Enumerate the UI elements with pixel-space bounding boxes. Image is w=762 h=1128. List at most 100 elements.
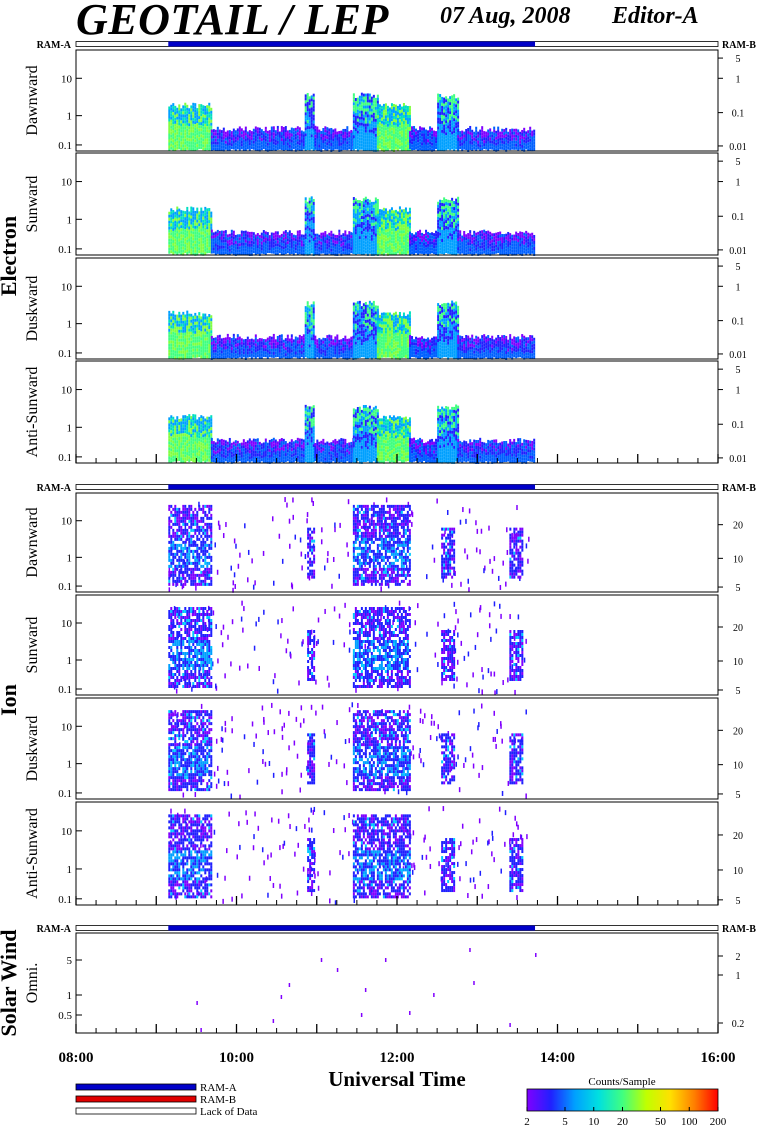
solar-wind-left-tick-label-0: 5 — [67, 955, 73, 967]
solar-wind-group-label: Solar Wind — [0, 929, 21, 1036]
electron-duskward-panel-right-tick-label-0: 5 — [736, 262, 741, 273]
ion-anti-sunward-panel-right-tick-label-0: 20 — [733, 831, 743, 842]
ion-dawnward-panel-label: Dawnward — [24, 507, 41, 577]
plot-date: 07 Aug, 2008 — [440, 3, 571, 29]
ion-anti-sunward-panel-label: Anti-Sunward — [24, 808, 41, 899]
ion-group-label: Ion — [0, 684, 21, 716]
ion-duskward-panel-label: Duskward — [24, 716, 41, 782]
colorbar-tick-label-1: 5 — [562, 1116, 568, 1128]
ion-anti-sunward-panel-right-tick-label-1: 10 — [733, 866, 743, 877]
electron-dawnward-panel-left-tick-label-2: 0.1 — [58, 140, 72, 152]
ion-anti-sunward-panel-left-tick-label-2: 0.1 — [58, 894, 72, 906]
ion-dawnward-panel-spectrogram — [168, 497, 530, 593]
ram-a-coverage-bar-1 — [168, 41, 536, 47]
ion-sunward-panel-right-tick-label-2: 5 — [736, 686, 741, 697]
solar-wind-omni-label: Omni. — [24, 963, 41, 1003]
ion-duskward-panel-left-tick-label-1: 1 — [67, 759, 73, 771]
solar-wind-left-tick-label-1: 1 — [67, 990, 73, 1002]
ion-anti-sunward-panel-left-tick-label-0: 10 — [61, 826, 73, 838]
electron-anti-sunward-panel-right-tick-label-3: 0.01 — [729, 454, 747, 465]
ion-sunward-panel-frame — [75, 594, 719, 696]
ram-b-label-3: RAM-B — [722, 924, 756, 935]
legend-label-1: RAM-B — [200, 1094, 236, 1106]
ion-dawnward-panel-right-tick-label-1: 10 — [733, 554, 743, 565]
ram-a-label-2: RAM-A — [37, 483, 72, 494]
ion-dawnward-panel-right-tick-label-2: 5 — [736, 583, 741, 594]
ion-sunward-panel-left-tick-label-2: 0.1 — [58, 684, 72, 696]
colorbar-tick-label-0: 2 — [524, 1116, 530, 1128]
ion-sunward-panel-label: Sunward — [24, 617, 41, 674]
solar-wind-omni-panel-frame — [75, 932, 719, 1034]
electron-anti-sunward-panel-spectrogram — [168, 404, 536, 464]
electron-sunward-panel-right-tick-label-0: 5 — [736, 157, 741, 168]
legend-label-0: RAM-A — [200, 1082, 237, 1094]
ion-dawnward-panel-left-tick-label-1: 1 — [67, 552, 73, 564]
electron-dawnward-panel-left-tick-label-1: 1 — [67, 111, 73, 123]
solar-wind-left-tick-label-2: 0.5 — [58, 1010, 72, 1022]
ion-sunward-panel-spectrogram — [168, 600, 527, 696]
ion-duskward-panel-right-tick-label-0: 20 — [733, 726, 743, 737]
x-axis-label: Universal Time — [328, 1067, 465, 1091]
colorbar-tick-label-5: 100 — [681, 1116, 698, 1128]
electron-dawnward-panel-right-tick-label-3: 0.01 — [729, 142, 747, 153]
colorbar-tick-label-6: 200 — [710, 1116, 727, 1128]
electron-group-label: Electron — [0, 216, 21, 296]
ion-duskward-panel-frame — [75, 697, 719, 800]
electron-duskward-panel-left-tick-label-0: 10 — [61, 281, 73, 293]
ion-duskward-panel-right-tick-label-2: 5 — [736, 790, 741, 801]
colorbar-title: Counts/Sample — [588, 1076, 655, 1088]
electron-sunward-panel-right-tick-label-2: 0.1 — [732, 212, 745, 223]
plot-editor: Editor-A — [612, 3, 699, 29]
colorbar-tick-label-3: 20 — [617, 1116, 629, 1128]
electron-duskward-panel-label: Duskward — [24, 276, 41, 342]
legend-swatch-0 — [75, 1083, 197, 1091]
ion-dawnward-panel-left-tick-label-2: 0.1 — [58, 581, 72, 593]
electron-sunward-panel-left-tick-label-2: 0.1 — [58, 244, 72, 256]
ion-duskward-panel-left-tick-label-0: 10 — [61, 721, 73, 733]
electron-sunward-panel-left-tick-label-1: 1 — [67, 214, 73, 226]
legend-label-2: Lack of Data — [200, 1106, 258, 1118]
ram-a-label-3: RAM-A — [37, 924, 72, 935]
electron-sunward-panel-label: Sunward — [24, 176, 41, 233]
electron-sunward-panel-spectrogram — [168, 196, 536, 256]
electron-duskward-panel-left-tick-label-1: 1 — [67, 319, 73, 331]
legend-swatch-2 — [75, 1107, 197, 1115]
ion-sunward-panel-left-tick-label-1: 1 — [67, 655, 73, 667]
colorbar-tick-label-4: 50 — [655, 1116, 667, 1128]
solar-wind-right-tick-label-0: 2 — [736, 952, 741, 963]
electron-anti-sunward-panel-left-tick-label-1: 1 — [67, 422, 73, 434]
ion-duskward-panel-spectrogram — [168, 702, 527, 800]
ram-b-label-2: RAM-B — [722, 483, 756, 494]
electron-anti-sunward-panel-right-tick-label-2: 0.1 — [732, 420, 745, 431]
solar-wind-omni-panel-spectrogram — [196, 948, 537, 1032]
ion-sunward-panel-right-tick-label-0: 20 — [733, 623, 743, 634]
electron-duskward-panel-right-tick-label-3: 0.01 — [729, 350, 747, 361]
ion-dawnward-panel-right-tick-label-0: 20 — [733, 521, 743, 532]
electron-sunward-panel-right-tick-label-3: 0.01 — [729, 246, 747, 257]
x-tick-label-4: 16:00 — [701, 1050, 736, 1066]
electron-anti-sunward-panel-right-tick-label-1: 1 — [736, 386, 741, 397]
x-tick-label-1: 10:00 — [219, 1050, 254, 1066]
electron-dawnward-panel-right-tick-label-1: 1 — [736, 74, 741, 85]
electron-duskward-panel-spectrogram — [168, 300, 536, 360]
x-tick-label-2: 12:00 — [380, 1050, 415, 1066]
legend-swatch-1 — [75, 1095, 197, 1103]
electron-duskward-panel-frame — [75, 257, 719, 360]
ram-a-label-1: RAM-A — [37, 40, 72, 51]
electron-anti-sunward-panel-left-tick-label-2: 0.1 — [58, 452, 72, 464]
ion-anti-sunward-panel-left-tick-label-1: 1 — [67, 864, 73, 876]
electron-duskward-panel-right-tick-label-2: 0.1 — [732, 317, 745, 328]
electron-duskward-panel-left-tick-label-2: 0.1 — [58, 348, 72, 360]
plot-title: GEOTAIL / LEP — [76, 0, 389, 44]
electron-dawnward-panel-left-tick-label-0: 10 — [61, 73, 73, 85]
ion-duskward-panel-left-tick-label-2: 0.1 — [58, 788, 72, 800]
solar-wind-right-tick-label-2: 0.2 — [732, 1019, 745, 1030]
electron-dawnward-panel-spectrogram — [168, 92, 536, 152]
x-tick-label-0: 08:00 — [59, 1050, 94, 1066]
electron-dawnward-panel-right-tick-label-2: 0.1 — [732, 109, 745, 120]
solar-wind-right-tick-label-1: 1 — [736, 971, 741, 982]
ion-anti-sunward-panel-spectrogram — [168, 806, 528, 906]
electron-anti-sunward-panel-right-tick-label-0: 5 — [736, 365, 741, 376]
